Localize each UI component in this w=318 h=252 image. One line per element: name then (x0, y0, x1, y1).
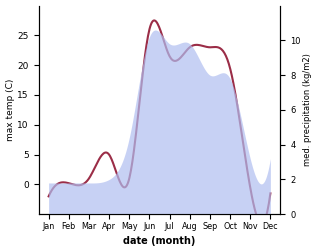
Y-axis label: med. precipitation (kg/m2): med. precipitation (kg/m2) (303, 53, 313, 166)
Y-axis label: max temp (C): max temp (C) (5, 79, 15, 141)
X-axis label: date (month): date (month) (123, 236, 196, 246)
